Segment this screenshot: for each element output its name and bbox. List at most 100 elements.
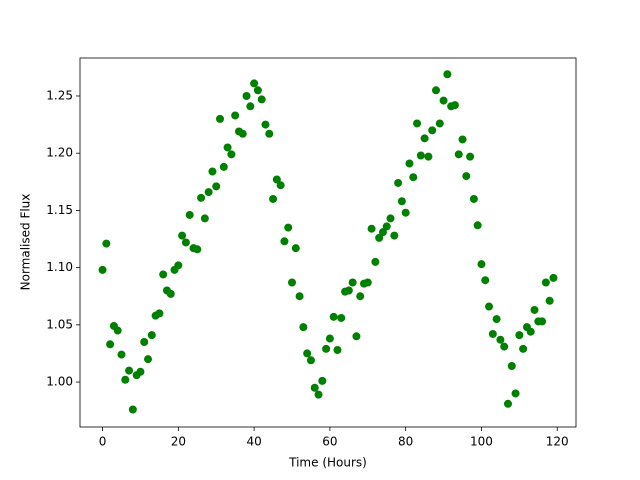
data-point	[269, 194, 278, 203]
data-point	[102, 239, 111, 248]
data-point	[515, 331, 524, 340]
y-tick-label: 1.25	[46, 88, 73, 102]
data-point	[386, 214, 395, 223]
data-point	[178, 231, 187, 240]
data-point	[303, 349, 312, 358]
data-point	[413, 119, 422, 128]
data-point	[128, 405, 137, 414]
data-point	[469, 194, 478, 203]
data-point	[435, 119, 444, 128]
data-point	[242, 91, 251, 100]
plot-frame	[79, 57, 577, 428]
data-point	[140, 337, 149, 346]
data-point	[223, 143, 232, 152]
data-point	[378, 228, 387, 237]
data-point	[409, 173, 418, 182]
data-point	[416, 151, 425, 160]
data-point	[348, 278, 357, 287]
data-point	[473, 221, 482, 230]
x-tick-label: 60	[322, 435, 337, 449]
data-point	[545, 296, 554, 305]
data-point	[310, 383, 319, 392]
data-point	[272, 175, 281, 184]
data-point	[511, 389, 520, 398]
data-point	[394, 178, 403, 187]
x-tick-label: 20	[171, 435, 186, 449]
data-point	[500, 342, 509, 351]
data-point	[458, 135, 467, 144]
y-tick-label: 1.05	[46, 317, 73, 331]
data-point	[492, 315, 501, 324]
data-point	[212, 182, 221, 191]
data-point	[216, 114, 225, 123]
data-point	[431, 86, 440, 95]
data-point	[507, 362, 516, 371]
data-point	[344, 286, 353, 295]
data-point	[363, 278, 372, 287]
y-tick-label: 1.15	[46, 203, 73, 217]
data-point	[106, 340, 115, 349]
data-point	[549, 273, 558, 282]
data-point	[193, 245, 202, 254]
y-tick-label: 1.00	[46, 375, 73, 389]
data-point	[159, 270, 168, 279]
data-point	[488, 329, 497, 338]
data-point	[496, 335, 505, 344]
data-point	[371, 257, 380, 266]
data-point	[181, 238, 190, 247]
data-point	[197, 193, 206, 202]
data-point	[526, 327, 535, 336]
data-point	[166, 289, 175, 298]
data-point	[185, 210, 194, 219]
x-axis-label: Time (Hours)	[288, 456, 367, 470]
data-point	[466, 152, 475, 161]
x-tick-label: 40	[246, 435, 261, 449]
data-point	[329, 312, 338, 321]
data-point	[538, 317, 547, 326]
data-point	[284, 223, 293, 232]
data-point	[121, 375, 130, 384]
data-point	[250, 79, 259, 88]
data-point	[428, 126, 437, 135]
data-point	[257, 95, 266, 104]
data-point	[530, 305, 539, 314]
data-point	[322, 344, 331, 353]
data-point	[401, 208, 410, 217]
data-point	[144, 355, 153, 364]
data-point	[424, 152, 433, 161]
data-point	[519, 344, 528, 353]
data-point	[200, 214, 209, 223]
data-point	[174, 261, 183, 270]
x-tick-label: 120	[546, 435, 569, 449]
data-point	[291, 244, 300, 253]
data-point	[299, 323, 308, 332]
data-point	[113, 326, 122, 335]
x-tick-label: 80	[398, 435, 413, 449]
data-point	[356, 292, 365, 301]
x-tick-label: 100	[470, 435, 493, 449]
data-point	[397, 197, 406, 206]
data-point	[288, 278, 297, 287]
data-point	[125, 366, 134, 375]
data-point	[314, 390, 323, 399]
data-point	[481, 276, 490, 285]
data-point	[227, 150, 236, 159]
data-point	[147, 331, 156, 340]
data-point	[318, 376, 327, 385]
data-point	[477, 260, 486, 269]
data-point	[333, 345, 342, 354]
data-point	[136, 367, 145, 376]
data-point	[246, 102, 255, 111]
x-tick-label: 0	[99, 435, 107, 449]
data-point	[450, 101, 459, 110]
data-point	[367, 224, 376, 233]
data-point	[462, 172, 471, 181]
data-point	[261, 120, 270, 129]
y-axis-label: Normalised Flux	[19, 194, 33, 291]
data-point	[337, 313, 346, 322]
data-point	[276, 181, 285, 190]
data-point	[238, 129, 247, 138]
data-point	[208, 167, 217, 176]
data-point	[382, 222, 391, 231]
